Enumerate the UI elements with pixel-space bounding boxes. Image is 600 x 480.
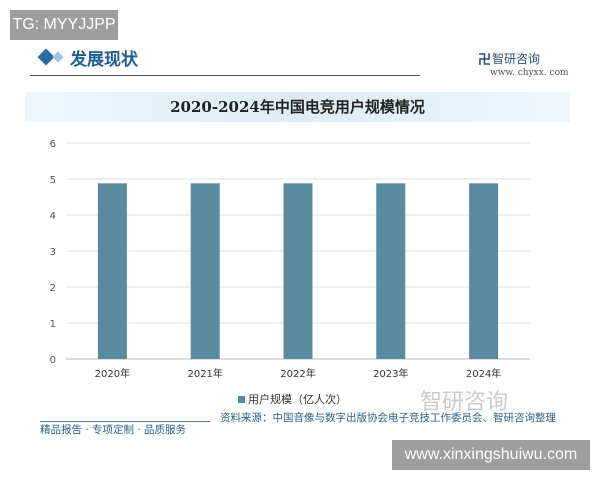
- chart-title: 2020-2024年中国电竞用户规模情况: [170, 98, 425, 116]
- x-tick-label: 2023年: [373, 367, 408, 380]
- legend: 用户规模（亿人次）: [238, 391, 347, 407]
- header-divider: [30, 75, 420, 76]
- overlay-site: www.xinxingshuiwu.com: [392, 440, 590, 470]
- brand-logo-icon: 卍: [478, 53, 492, 68]
- bar: [376, 183, 406, 359]
- footer-divider: [40, 421, 210, 422]
- bar: [469, 183, 499, 359]
- y-tick-label: 4: [50, 211, 56, 222]
- x-tick-label: 2024年: [466, 367, 501, 380]
- bar: [283, 183, 313, 359]
- watermark-logo: 智研咨询: [420, 390, 509, 415]
- slogan: 精品报告 · 专项定制 · 品质服务: [40, 424, 187, 436]
- source-note: 资料来源：中国音像与数字出版协会电子竞技工作委员会、智研咨询整理: [220, 412, 556, 424]
- x-tick-label: 2022年: [280, 367, 315, 380]
- y-tick-label: 2: [50, 283, 56, 294]
- brand-name: 智研咨询: [492, 52, 541, 66]
- legend-swatch: [238, 396, 245, 403]
- overlay-tag: TG: MYYJJPP: [10, 10, 118, 40]
- y-tick-label: 6: [50, 139, 56, 150]
- brand-url: www. chyxx. com: [490, 68, 569, 78]
- legend-label: 用户规模（亿人次）: [248, 393, 347, 406]
- section-title: 发展现状: [70, 50, 138, 70]
- y-tick-label: 3: [50, 247, 56, 258]
- x-tick-label: 2020年: [95, 367, 130, 380]
- bar: [97, 183, 127, 359]
- y-tick-label: 0: [50, 355, 56, 366]
- x-tick-label: 2021年: [187, 367, 222, 380]
- y-tick-label: 1: [50, 319, 56, 330]
- bar: [190, 183, 220, 359]
- title-bar: [25, 92, 570, 122]
- y-tick-label: 5: [50, 175, 56, 186]
